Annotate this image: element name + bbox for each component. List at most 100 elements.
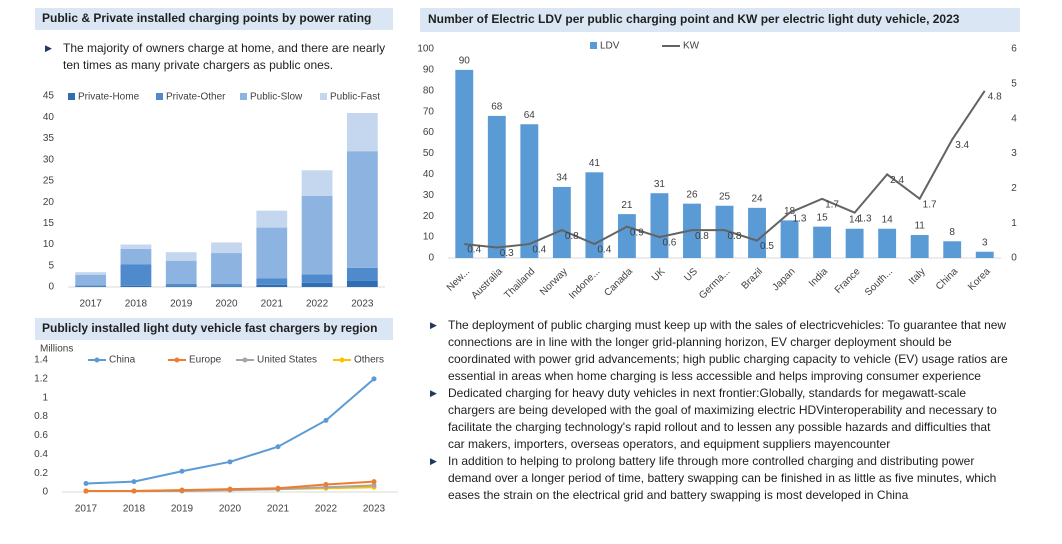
data-label: 14 — [849, 214, 861, 225]
bar — [165, 286, 197, 287]
legend-swatch — [590, 42, 597, 49]
data-label: 1.7 — [923, 199, 937, 210]
y-tick-label: 60 — [423, 127, 435, 138]
x-tick-label: 2023 — [351, 299, 374, 310]
x-tick-label: 2020 — [215, 299, 238, 310]
legend-swatch — [156, 93, 163, 100]
bar — [75, 285, 107, 287]
data-label: 90 — [459, 56, 471, 67]
y-tick-label: 30 — [423, 190, 435, 201]
x-tick-label: 2022 — [306, 299, 329, 310]
x-tick-label: Canada — [602, 266, 635, 299]
bar — [487, 115, 506, 258]
x-tick-label: Japan — [771, 266, 798, 293]
bar — [943, 241, 962, 258]
data-label: 64 — [524, 110, 536, 121]
point — [83, 488, 89, 494]
y-tick-label: 0.6 — [34, 430, 48, 441]
bar — [120, 248, 152, 265]
legend-swatch — [68, 93, 75, 100]
x-tick-label: 2023 — [363, 504, 386, 515]
x-tick-label: 2018 — [125, 299, 148, 310]
bar — [211, 284, 242, 287]
bar — [975, 251, 994, 258]
y-tick-label: 10 — [423, 232, 435, 243]
data-label: 0.5 — [760, 241, 774, 252]
bar — [715, 205, 734, 258]
x-tick-label: Indone... — [567, 266, 602, 301]
y-tick-label: 20 — [43, 197, 55, 208]
y-tick-label: 1 — [42, 392, 48, 403]
bar — [256, 210, 288, 228]
x-tick-label: Thailand — [502, 266, 537, 301]
legend-label: KW — [683, 41, 700, 52]
y-tick-label: 0 — [428, 253, 434, 264]
legend-label: Public-Slow — [250, 92, 303, 103]
point — [179, 487, 185, 493]
bar — [346, 280, 378, 287]
note-text: The majority of owners charge at home, a… — [45, 40, 395, 74]
bar — [211, 286, 242, 287]
y-tick-label: 40 — [43, 112, 55, 123]
x-tick-label: UK — [650, 266, 668, 284]
bar — [211, 253, 242, 285]
bar — [585, 172, 604, 258]
bar — [780, 220, 799, 258]
bar — [552, 186, 571, 258]
data-label: 8 — [949, 227, 955, 238]
axis-unit: Millions — [40, 344, 73, 355]
point — [227, 486, 233, 492]
y-tick-label: 0.2 — [34, 468, 48, 479]
y-tick-label: 1.2 — [34, 373, 48, 384]
bullet: In addition to helping to prolong batter… — [430, 453, 1010, 504]
legend-swatch — [240, 93, 247, 100]
y-tick-label: 35 — [43, 133, 55, 144]
y-tick-label: 0 — [48, 282, 54, 293]
data-label: 1.3 — [858, 213, 872, 224]
data-label: 68 — [491, 102, 503, 113]
x-tick-label: Korea — [966, 266, 993, 293]
bar — [165, 284, 197, 287]
chart-title: Number of Electric LDV per public chargi… — [428, 12, 960, 26]
data-label: 1.7 — [825, 199, 839, 210]
y-tick-label: 90 — [423, 65, 435, 76]
x-tick-label: New... — [445, 266, 472, 293]
x-tick-label: 2019 — [170, 299, 193, 310]
y-tick-label: 70 — [423, 106, 435, 117]
chart-title: Publicly installed light duty vehicle fa… — [42, 321, 377, 335]
bar — [346, 112, 378, 152]
y-tick-label: 0 — [42, 487, 48, 498]
y-tick-label: 0.4 — [34, 449, 48, 460]
y2-tick-label: 1 — [1011, 218, 1017, 229]
title-bar — [420, 8, 1020, 32]
legend-label: Others — [354, 355, 384, 366]
data-label: 3.4 — [955, 140, 969, 151]
bar — [301, 195, 333, 275]
x-tick-label: 2021 — [261, 299, 284, 310]
bar — [256, 227, 288, 279]
bullet-list: The deployment of public charging must k… — [430, 317, 1010, 504]
legend-marker — [339, 357, 345, 363]
legend-swatch — [320, 93, 327, 100]
y2-tick-label: 4 — [1011, 113, 1017, 124]
y-tick-label: 40 — [423, 169, 435, 180]
y-tick-label: 100 — [417, 44, 434, 55]
data-label: 0.6 — [662, 238, 676, 249]
data-label: 24 — [751, 193, 763, 204]
x-tick-label: Brazil — [740, 266, 765, 291]
bar — [346, 267, 378, 281]
bar — [301, 282, 333, 287]
bar — [301, 274, 333, 283]
y2-tick-label: 0 — [1011, 253, 1017, 264]
bar — [845, 228, 864, 258]
x-tick-label: Norway — [538, 266, 570, 298]
y2-tick-label: 3 — [1011, 148, 1017, 159]
data-label: 25 — [719, 191, 731, 202]
data-label: 21 — [621, 200, 633, 211]
y2-tick-label: 6 — [1011, 44, 1017, 55]
data-label: 18 — [784, 206, 796, 217]
bar — [165, 260, 197, 285]
y-tick-label: 0.8 — [34, 411, 48, 422]
